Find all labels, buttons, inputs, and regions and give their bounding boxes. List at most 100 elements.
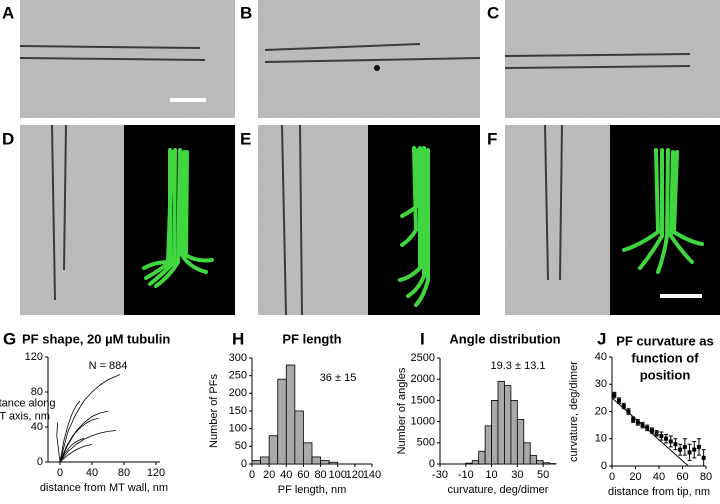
y-tick-label: 300 (229, 352, 247, 364)
bar (294, 410, 304, 465)
bar (260, 456, 270, 465)
y-tick-label: 100 (229, 423, 247, 435)
protofilaments (398, 146, 430, 307)
x-tick-label: 80 (314, 469, 326, 481)
panel-labels: A B C D E F (2, 3, 499, 148)
y-tick-label: 150 (229, 405, 247, 417)
bar (277, 378, 287, 465)
curve (59, 430, 117, 463)
chart-title: function of (631, 350, 699, 365)
texture (258, 125, 368, 315)
y-tick-label: 250 (229, 370, 247, 382)
x-tick-label: 40 (653, 471, 665, 483)
x-tick-label: 100 (329, 469, 347, 481)
model-panel (610, 125, 720, 315)
annotation: N = 884 (89, 360, 128, 372)
x-tick-label: 10 (485, 469, 497, 481)
point (626, 409, 631, 414)
panel-label: C (487, 3, 499, 22)
y-tick-label: 10 (595, 433, 607, 445)
texture (505, 0, 720, 118)
bar (251, 460, 261, 465)
x-tick-label: 80 (700, 471, 712, 483)
protofilaments (142, 148, 214, 288)
x-tick-label: -30 (432, 469, 448, 481)
y-tick-label: 0 (601, 460, 607, 472)
bar (497, 380, 505, 465)
y-tick-label: 1500 (411, 394, 435, 406)
bar (303, 442, 313, 465)
y-tick-label: 30 (595, 378, 607, 390)
y-axis-label: distance along (0, 397, 55, 409)
scale-bar (170, 98, 206, 102)
point (635, 420, 640, 425)
y-tick-label: 40 (595, 351, 607, 363)
bar (311, 456, 321, 465)
x-tick-label: 50 (537, 469, 549, 481)
y-tick-label: 1000 (411, 416, 435, 428)
bar (328, 461, 339, 465)
point (682, 444, 687, 449)
point (645, 425, 650, 430)
bar (268, 435, 279, 465)
point (612, 393, 617, 398)
y-tick-label: 0 (241, 458, 247, 470)
bar (536, 460, 544, 465)
point (631, 417, 636, 422)
x-tick-label: 120 (346, 469, 364, 481)
x-tick-label: 30 (511, 469, 523, 481)
microtubule (19, 45, 206, 61)
microtubule (281, 124, 303, 316)
scale-bar (660, 294, 702, 298)
panel-label: H (232, 329, 244, 348)
microtubule (51, 124, 67, 301)
point (664, 436, 669, 441)
point (701, 455, 706, 460)
y-tick-label: 0 (37, 456, 43, 468)
x-tick-label: 60 (676, 471, 688, 483)
point (640, 423, 645, 428)
bar (529, 455, 538, 465)
chart-title: PF length (282, 331, 341, 346)
x-tick-label: 140 (363, 469, 381, 481)
panel-label: B (240, 3, 252, 22)
point (654, 431, 659, 436)
x-tick-label: -10 (458, 469, 474, 481)
panel-label: E (240, 129, 251, 148)
panel-label: G (3, 329, 16, 348)
texture (505, 125, 610, 315)
curve (59, 400, 81, 463)
microtubule (264, 43, 481, 63)
x-tick-label: 80 (118, 467, 130, 479)
bar (465, 462, 473, 465)
chart-title: position (640, 367, 691, 382)
microtubule (544, 124, 563, 281)
y-axis-label: MT axis, nm (0, 410, 50, 422)
point (621, 404, 626, 409)
y-tick-label: 0 (429, 458, 435, 470)
y-tick-label: 2000 (411, 373, 435, 385)
bar (471, 460, 480, 465)
y-tick-label: 2500 (411, 352, 435, 364)
point (687, 450, 692, 455)
annotation: 36 ± 15 (320, 372, 357, 384)
x-axis-label: PF length, nm (278, 484, 346, 496)
panel-label: I (420, 329, 425, 348)
bar (510, 399, 518, 465)
point (649, 428, 654, 433)
bar (516, 419, 525, 465)
bar (285, 364, 296, 465)
protofilaments (622, 148, 704, 274)
y-tick-label: 120 (25, 351, 43, 363)
y-axis-label: Number of angles (396, 367, 408, 454)
y-axis-label: curvature, deg/dimer (568, 361, 580, 462)
bar (542, 462, 550, 465)
point (659, 434, 664, 439)
bar (484, 425, 492, 465)
bar (504, 385, 512, 465)
chart-title: Angle distribution (449, 331, 560, 346)
x-axis-label: curvature, deg/dimer (448, 484, 549, 496)
curve (59, 417, 99, 463)
x-tick-label: 120 (147, 467, 165, 479)
